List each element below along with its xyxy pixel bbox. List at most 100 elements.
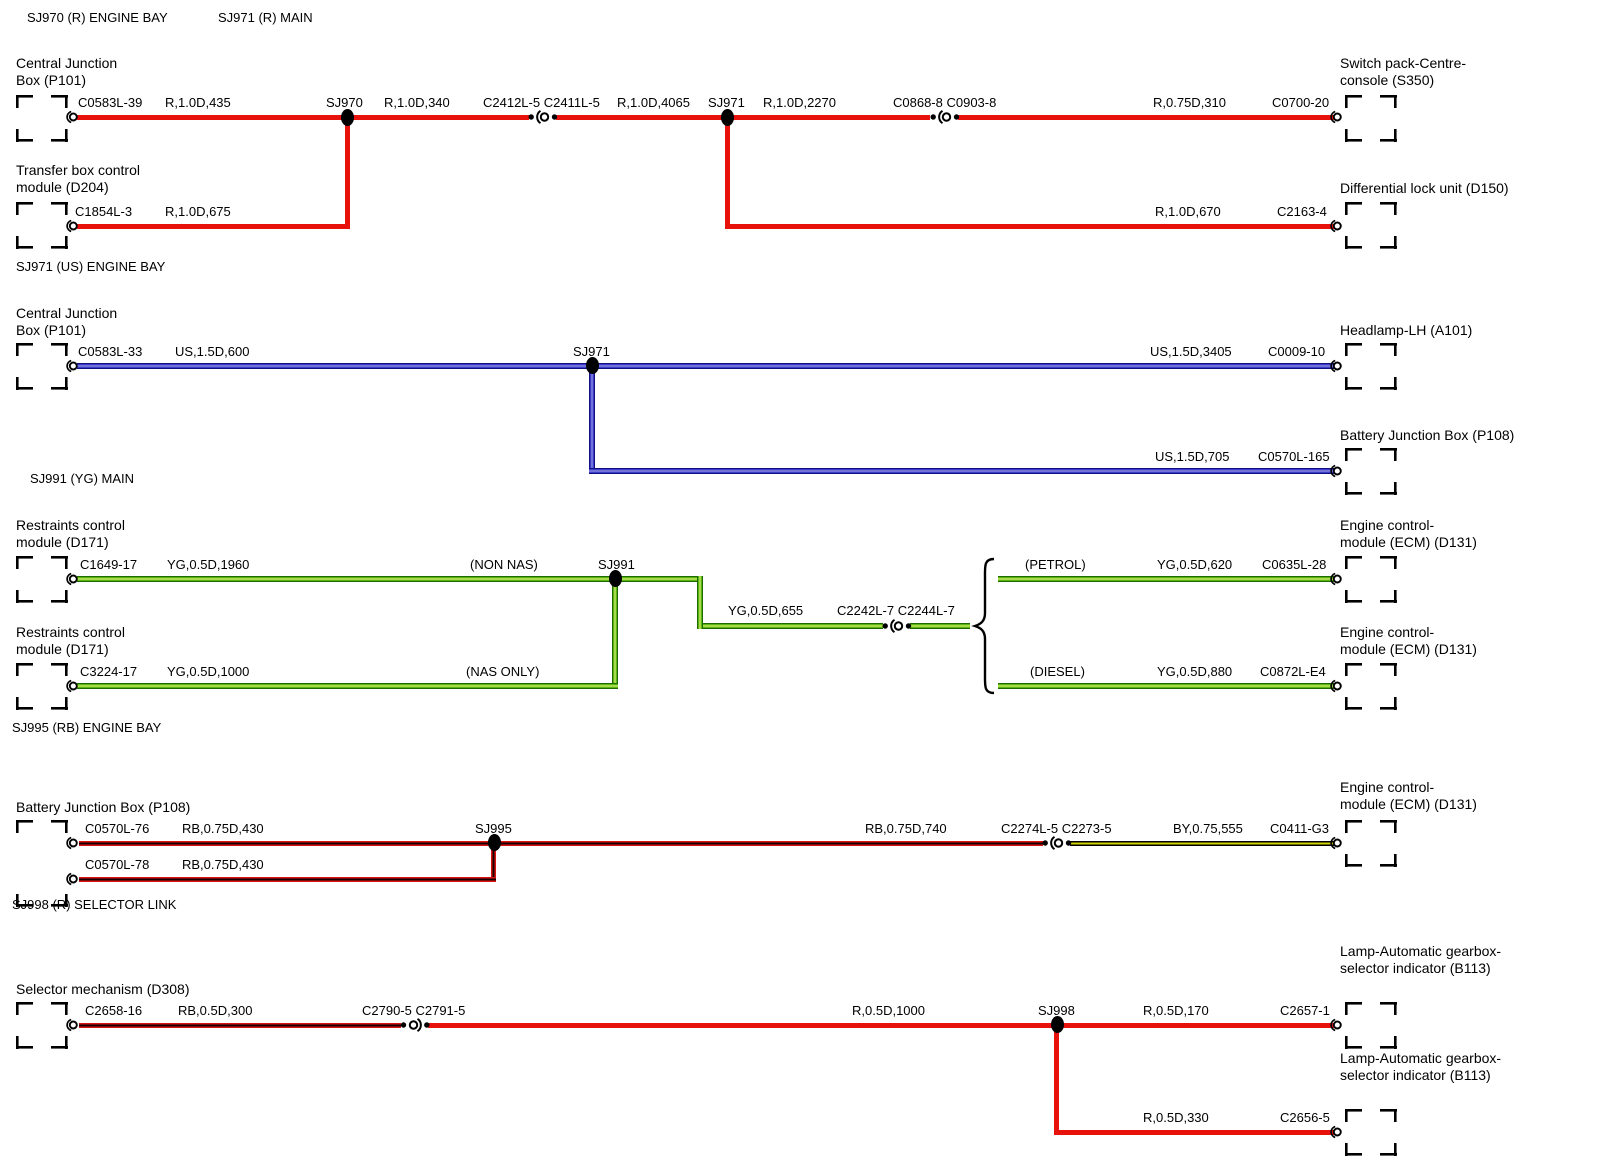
inline-connector-icon xyxy=(400,1017,430,1038)
splice-label-sj971-us: SJ971 xyxy=(573,344,610,359)
splice-sj970 xyxy=(341,109,354,126)
wire-label: RB,0.75D,430 xyxy=(182,857,264,872)
wire-label: YG,0.5D,1000 xyxy=(167,664,250,679)
splice-label-sj970: SJ970 xyxy=(326,95,363,110)
connector-label: C2656-5 xyxy=(1280,1110,1330,1125)
component-box-rcm2 xyxy=(16,663,68,710)
wire-label: R,0.5D,170 xyxy=(1143,1003,1209,1018)
wire-label: R,1.0D,670 xyxy=(1155,204,1221,219)
connector-pigtail-icon xyxy=(1329,110,1343,129)
wire-label: R,1.0D,675 xyxy=(165,204,231,219)
wire-label: R,0.75D,310 xyxy=(1153,95,1226,110)
connector-label: C0868-8 C0903-8 xyxy=(893,95,997,110)
component-box-ecm3 xyxy=(1345,820,1397,867)
wire-label: R,1.0D,2270 xyxy=(763,95,836,110)
wire-segment xyxy=(428,1023,1334,1028)
wire-segment xyxy=(998,683,1334,689)
component-name-cjb2: Central Junction Box (P101) xyxy=(16,305,118,338)
wire-label: YG,0.5D,620 xyxy=(1157,557,1233,572)
wire-label: BY,0.75,555 xyxy=(1173,821,1243,836)
wire-label: R,0.5D,330 xyxy=(1143,1110,1209,1125)
component-box-cjb1 xyxy=(16,95,68,142)
connector-label: C2163-4 xyxy=(1277,204,1327,219)
connector-label: C0009-10 xyxy=(1268,344,1326,359)
connector-pigtail-icon xyxy=(65,872,79,891)
wire-segment xyxy=(1070,841,1334,846)
component-name-ecm1: Engine control- module (ECM) (D131) xyxy=(1340,517,1477,550)
connector-pigtail-icon xyxy=(65,836,79,855)
splice-sj991 xyxy=(609,570,622,587)
wire-segment xyxy=(556,115,930,120)
wire-label: US,1.5D,600 xyxy=(175,344,250,359)
wire-segment xyxy=(1054,1130,1334,1135)
wire-label: YG,0.5D,655 xyxy=(728,603,804,618)
wire-segment xyxy=(345,115,350,229)
wire-segment xyxy=(725,224,1334,229)
wire-label: YG,0.5D,880 xyxy=(1157,664,1233,679)
wire-segment xyxy=(79,841,1043,846)
wire-label: RB,0.75D,740 xyxy=(865,821,947,836)
wire-segment xyxy=(589,468,1334,474)
component-box-ecm2 xyxy=(1345,663,1397,710)
wire-segment xyxy=(612,576,618,689)
inline-connector-icon xyxy=(930,109,960,130)
connector-label: C2658-16 xyxy=(85,1003,143,1018)
wire-label: US,1.5D,705 xyxy=(1155,449,1230,464)
connector-pigtail-icon xyxy=(1329,836,1343,855)
connector-label: C0635L-28 xyxy=(1262,557,1327,572)
wire-segment xyxy=(79,1023,401,1028)
connector-pigtail-icon xyxy=(1329,572,1343,591)
variant-label: (DIESEL) xyxy=(1030,664,1085,679)
connector-label: C3224-17 xyxy=(80,664,138,679)
connector-pigtail-icon xyxy=(1329,1018,1343,1037)
component-name-b113b: Lamp-Automatic gearbox- selector indicat… xyxy=(1340,1050,1502,1083)
wire-segment xyxy=(491,841,496,882)
inline-connector-icon xyxy=(1042,835,1072,856)
component-name-b113a: Lamp-Automatic gearbox- selector indicat… xyxy=(1340,943,1502,976)
wire-label: US,1.5D,3405 xyxy=(1150,344,1232,359)
component-box-rcm1 xyxy=(16,556,68,603)
connector-label: C2790-5 C2791-5 xyxy=(362,1003,466,1018)
component-box-d308 xyxy=(16,1002,68,1049)
component-name-p108l: Battery Junction Box (P108) xyxy=(16,799,191,815)
wire-label: R,1.0D,340 xyxy=(384,95,450,110)
branch-brace-icon xyxy=(968,556,998,701)
wire-segment xyxy=(589,363,595,471)
component-name-s350: Switch pack-Centre- console (S350) xyxy=(1340,55,1467,88)
splice-sj995 xyxy=(488,834,501,851)
component-box-tbcm xyxy=(16,202,68,249)
component-name-tbcm: Transfer box control module (D204) xyxy=(16,162,140,195)
wire-segment xyxy=(697,576,703,629)
splice-sj998 xyxy=(1051,1016,1064,1033)
connector-pigtail-icon xyxy=(1329,219,1343,238)
wire-label: RB,0.5D,300 xyxy=(178,1003,253,1018)
wire-segment xyxy=(998,576,1334,582)
inline-connector-icon xyxy=(528,109,558,130)
connector-pigtail-icon xyxy=(65,219,79,238)
component-name-rcm1: Restraints control module (D171) xyxy=(16,517,125,550)
variant-label: (PETROL) xyxy=(1025,557,1086,572)
connector-label: C0700-20 xyxy=(1272,95,1330,110)
connector-pigtail-icon xyxy=(65,679,79,698)
wire-segment xyxy=(77,576,703,582)
wire-label: R,1.0D,4065 xyxy=(617,95,690,110)
wire-segment xyxy=(77,683,618,689)
connector-label: C1649-17 xyxy=(80,557,138,572)
component-box-b113b xyxy=(1345,1109,1397,1156)
connector-label: C2242L-7 C2244L-7 xyxy=(837,603,955,618)
wire-segment xyxy=(79,877,496,882)
splice-label-sj991: SJ991 xyxy=(598,557,635,572)
wire-label: RB,0.75D,430 xyxy=(182,821,264,836)
component-name-ecm2: Engine control- module (ECM) (D131) xyxy=(1340,624,1477,657)
connector-pigtail-icon xyxy=(1329,359,1343,378)
connector-label: C0583L-33 xyxy=(78,344,143,359)
connector-pigtail-icon xyxy=(65,572,79,591)
component-box-a101 xyxy=(1345,343,1397,390)
connector-label: C0411-G3 xyxy=(1270,821,1330,836)
section-header-sj970: SJ970 (R) ENGINE BAY xyxy=(27,10,168,25)
connector-label: C2412L-5 C2411L-5 xyxy=(483,95,600,110)
inline-connector-icon xyxy=(882,618,912,639)
wire-label: C0583L-39 xyxy=(78,95,143,110)
section-header-sj995: SJ995 (RB) ENGINE BAY xyxy=(12,720,162,735)
wire-segment xyxy=(725,115,730,229)
